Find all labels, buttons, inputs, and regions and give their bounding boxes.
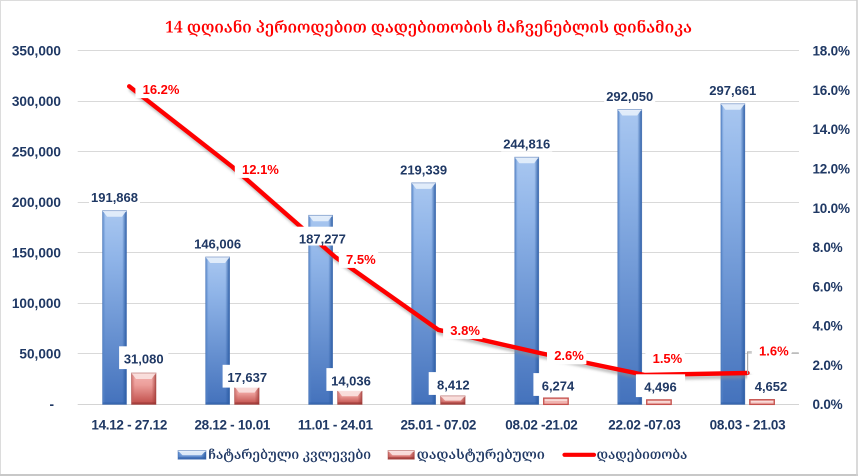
svg-text:31,080: 31,080 [124,352,164,367]
svg-text:08.02 -21.02: 08.02 -21.02 [505,418,577,433]
svg-text:25.01 - 07.02: 25.01 - 07.02 [400,418,476,433]
svg-text:08.03 - 21.03: 08.03 - 21.03 [710,418,786,433]
svg-text:6.0%: 6.0% [813,279,843,294]
svg-text:16.0%: 16.0% [813,83,850,98]
svg-text:4,496: 4,496 [644,380,677,395]
svg-text:250,000: 250,000 [12,145,61,160]
svg-text:244,816: 244,816 [503,137,550,152]
svg-text:18.0%: 18.0% [813,44,850,59]
svg-text:146,006: 146,006 [194,236,241,251]
svg-text:12.1%: 12.1% [242,162,279,177]
svg-text:17,637: 17,637 [227,370,267,385]
svg-text:28.12 - 10.01: 28.12 - 10.01 [194,418,270,433]
svg-text:14,036: 14,036 [331,373,371,388]
svg-text:-: - [49,397,54,412]
svg-text:12.0%: 12.0% [813,162,850,177]
svg-text:4,652: 4,652 [755,379,788,394]
svg-text:11.01 - 24.01: 11.01 - 24.01 [298,418,374,433]
svg-text:292,050: 292,050 [606,89,653,104]
svg-text:8.0%: 8.0% [813,240,843,255]
svg-text:297,661: 297,661 [709,83,756,98]
svg-text:187,277: 187,277 [299,231,346,246]
svg-text:16.2%: 16.2% [143,82,180,97]
svg-text:10.0%: 10.0% [813,201,850,216]
svg-text:6,274: 6,274 [542,378,575,393]
svg-text:3.8%: 3.8% [450,323,480,338]
svg-text:150,000: 150,000 [12,246,61,261]
svg-text:300,000: 300,000 [12,94,61,109]
svg-text:2.0%: 2.0% [813,358,843,373]
svg-text:22.02 -07.03: 22.02 -07.03 [608,418,681,433]
svg-text:14.12 - 27.12: 14.12 - 27.12 [91,418,167,433]
svg-text:1.5%: 1.5% [653,351,683,366]
svg-text:14.0%: 14.0% [813,122,850,137]
svg-text:350,000: 350,000 [12,44,61,59]
svg-text:0.0%: 0.0% [813,397,843,412]
svg-text:7.5%: 7.5% [346,252,376,267]
svg-text:50,000: 50,000 [19,347,61,362]
svg-text:200,000: 200,000 [12,195,61,210]
svg-text:8,412: 8,412 [437,377,470,392]
svg-text:4.0%: 4.0% [813,319,843,334]
svg-text:191,868: 191,868 [91,190,138,205]
svg-text:1.6%: 1.6% [759,343,789,358]
svg-text:219,339: 219,339 [400,162,447,177]
svg-text:100,000: 100,000 [12,296,61,311]
svg-text:2.6%: 2.6% [554,348,584,363]
